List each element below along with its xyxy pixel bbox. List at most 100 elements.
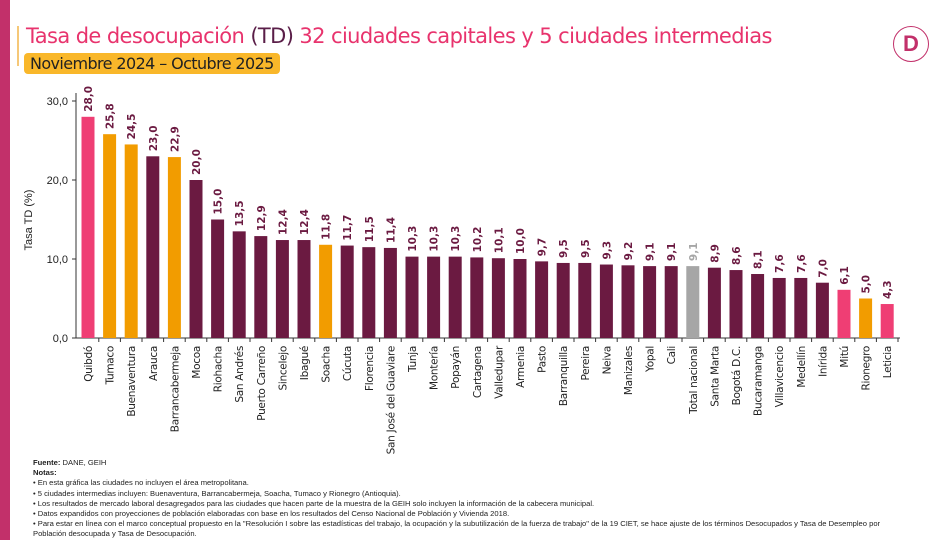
category-label: San José del Guaviare: [385, 346, 397, 454]
bar-soacha: [319, 244, 333, 338]
bar-leticia: [880, 304, 894, 338]
category-label: Yopal: [645, 346, 657, 373]
category-label: Montería: [429, 346, 441, 390]
data-label: 15,0: [213, 189, 225, 215]
y-tick-label: 0,0: [53, 333, 68, 345]
data-label: 7,0: [817, 259, 829, 278]
bar-mit-: [837, 289, 851, 338]
data-label: 12,4: [277, 209, 289, 235]
category-label: Villavicencio: [774, 346, 786, 407]
y-axis-label: Tasa TD (%): [23, 190, 35, 251]
y-tick-label: 10,0: [47, 254, 68, 266]
category-label: Mocoa: [191, 346, 203, 379]
y-tick-label: 20,0: [47, 175, 68, 187]
side-stripe: [0, 0, 10, 540]
category-label: Total nacional: [688, 346, 700, 415]
category-label: Pereira: [580, 346, 592, 381]
notes: Fuente: DANE, GEIH Notas: • En esta gráf…: [33, 458, 913, 540]
bar-sincelejo: [275, 240, 289, 338]
bar-cali: [664, 266, 678, 338]
source-label: Fuente:: [33, 458, 61, 467]
data-label: 24,5: [126, 114, 138, 140]
category-label: Bogotá D.C.: [731, 346, 743, 405]
data-label: 9,1: [645, 243, 657, 262]
category-label: Sincelejo: [277, 346, 289, 391]
note-item: • Para estar en línea con el marco conce…: [33, 519, 881, 539]
data-label: 25,8: [105, 103, 117, 129]
data-label: 28,0: [83, 86, 95, 112]
bar-buenaventura: [124, 144, 138, 338]
data-label: 9,1: [666, 243, 678, 262]
data-label: 20,0: [191, 149, 203, 175]
category-label: Manizales: [623, 346, 635, 395]
bar-san-andr-s: [232, 231, 246, 338]
data-label: 13,5: [234, 200, 246, 226]
category-label: Barranquilla: [558, 346, 570, 406]
data-label: 10,2: [472, 226, 484, 252]
data-label: 8,6: [731, 246, 743, 265]
bar-rionegro: [859, 298, 873, 338]
category-label: Valledupar: [493, 345, 505, 399]
bar-c-cuta: [340, 245, 354, 338]
title-text: Tasa de desocupación: [26, 24, 251, 48]
category-label: Armenia: [515, 346, 527, 388]
bar-riohacha: [211, 219, 225, 338]
data-label: 7,6: [774, 254, 786, 273]
data-label: 9,2: [623, 242, 635, 261]
category-label: Cartagena: [472, 346, 484, 398]
data-label: 8,1: [753, 250, 765, 269]
bar-tumaco: [103, 134, 117, 338]
bar-cartagena: [470, 257, 484, 338]
data-label: 10,3: [407, 226, 419, 252]
data-label: 10,1: [493, 227, 505, 253]
bar-tunja: [405, 256, 419, 338]
category-label: Tumaco: [105, 346, 117, 386]
note-item: • Los resultados de mercado laboral desa…: [33, 498, 595, 508]
data-label: 9,7: [537, 238, 549, 257]
title-text-2: 32 ciudades capitales y 5 ciudades inter…: [293, 24, 772, 48]
data-label: 11,5: [364, 216, 376, 242]
bar-florencia: [362, 247, 376, 338]
title-accent: [17, 26, 19, 66]
category-label: San Andrés: [234, 346, 246, 403]
data-label: 10,3: [429, 226, 441, 252]
bar-ibagu-: [297, 240, 311, 338]
data-label: 11,8: [321, 214, 333, 240]
category-label: Ibagué: [299, 346, 311, 380]
bar-santa-marta: [707, 267, 721, 338]
bar-mocoa: [189, 180, 203, 338]
bar-neiva: [599, 264, 613, 338]
category-label: Cúcuta: [342, 346, 354, 381]
dane-logo-icon: D: [893, 26, 929, 62]
data-label: 11,4: [385, 217, 397, 243]
data-label: 12,9: [256, 205, 268, 231]
note-item: • 5 ciudades intermedias incluyen: Buena…: [33, 488, 401, 498]
bar-manizales: [621, 265, 635, 338]
note-item: • Datos expandidos con proyecciones de p…: [33, 509, 510, 519]
bar-puerto-carre-o: [254, 236, 268, 338]
data-label: 23,0: [148, 125, 160, 151]
category-label: Cali: [666, 346, 678, 364]
bar-bucaramanga: [751, 274, 765, 338]
bar-barrancabermeja: [167, 157, 181, 338]
bar-valledupar: [491, 258, 505, 338]
data-label: 6,1: [839, 266, 851, 285]
category-label: Florencia: [364, 346, 376, 391]
bar-armenia: [513, 259, 527, 338]
bar-monter-a: [427, 256, 441, 338]
page-title: Tasa de desocupación (TD) 32 ciudades ca…: [26, 24, 772, 48]
bar-pasto: [535, 261, 549, 338]
data-label: 9,1: [688, 243, 700, 262]
bar-popay-n: [448, 256, 462, 338]
bar-pereira: [578, 262, 592, 338]
category-label: Bucaramanga: [753, 346, 765, 416]
source-text: DANE, GEIH: [60, 458, 107, 467]
data-label: 11,7: [342, 215, 354, 241]
note-item: • En esta gráfica las ciudades no incluy…: [33, 478, 249, 488]
data-label: 8,9: [709, 244, 721, 263]
data-label: 9,5: [580, 239, 592, 258]
category-label: Puerto Carreño: [256, 346, 268, 421]
data-label: 12,4: [299, 209, 311, 235]
source: Fuente: DANE, GEIH: [33, 458, 913, 468]
bar-total-nacional: [686, 266, 700, 338]
